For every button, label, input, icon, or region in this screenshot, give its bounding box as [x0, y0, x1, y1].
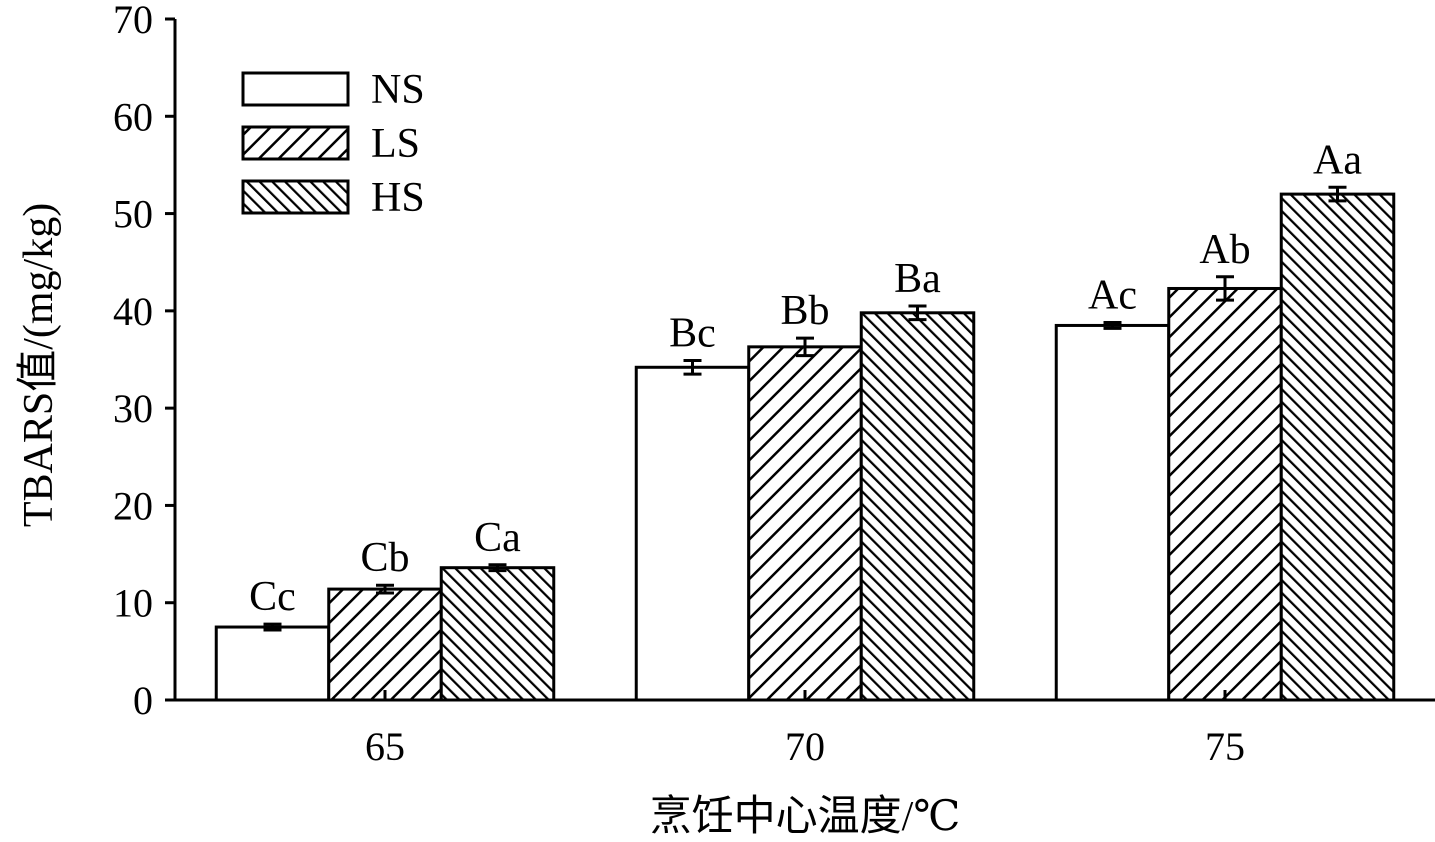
x-tick-label: 65 — [365, 724, 405, 769]
significance-label: Aa — [1313, 137, 1362, 183]
y-tick-label: 30 — [113, 386, 153, 431]
legend-swatch — [241, 71, 350, 107]
significance-label: Cc — [249, 574, 296, 620]
x-axis-label: 烹饪中心温度/℃ — [650, 793, 961, 840]
error-bar — [683, 358, 702, 376]
significance-label: Ca — [474, 515, 521, 561]
error-bar — [1216, 275, 1234, 302]
error-bar — [376, 583, 394, 595]
x-tick-label: 75 — [1205, 724, 1245, 769]
error-bar — [1328, 185, 1347, 203]
y-tick-label: 50 — [113, 192, 153, 237]
bar — [1054, 323, 1171, 702]
legend-label: HS — [371, 175, 425, 221]
bar — [1279, 192, 1396, 702]
y-tick-label: 70 — [113, 0, 153, 42]
y-tick-label: 40 — [113, 289, 153, 334]
bar — [439, 566, 556, 702]
legend-label: NS — [371, 67, 425, 113]
significance-label: Bc — [669, 310, 716, 356]
error-bar — [908, 304, 927, 322]
error-bar — [796, 336, 814, 358]
significance-label: Bb — [780, 288, 829, 334]
y-tick-label: 60 — [113, 94, 153, 139]
y-axis-label: TBARS值/(mg/kg) — [16, 203, 62, 527]
bar — [859, 311, 976, 702]
y-tick-label: 20 — [113, 483, 153, 528]
bar — [214, 625, 331, 702]
significance-label: Cb — [360, 535, 409, 581]
significance-label: Ba — [894, 256, 941, 302]
legend-label: LS — [371, 121, 420, 167]
significance-label: Ac — [1088, 273, 1137, 319]
error-bar — [263, 622, 282, 632]
significance-label: Ab — [1199, 227, 1250, 273]
bar — [634, 365, 751, 702]
y-tick-label: 0 — [133, 678, 153, 723]
legend-swatch — [241, 125, 350, 161]
error-bar — [488, 563, 507, 573]
legend-swatch — [241, 179, 350, 215]
y-tick-label: 10 — [113, 581, 153, 626]
bar — [327, 587, 443, 702]
bar — [747, 345, 863, 702]
bar — [1167, 286, 1283, 702]
x-tick-label: 70 — [785, 724, 825, 769]
error-bar — [1103, 321, 1122, 330]
